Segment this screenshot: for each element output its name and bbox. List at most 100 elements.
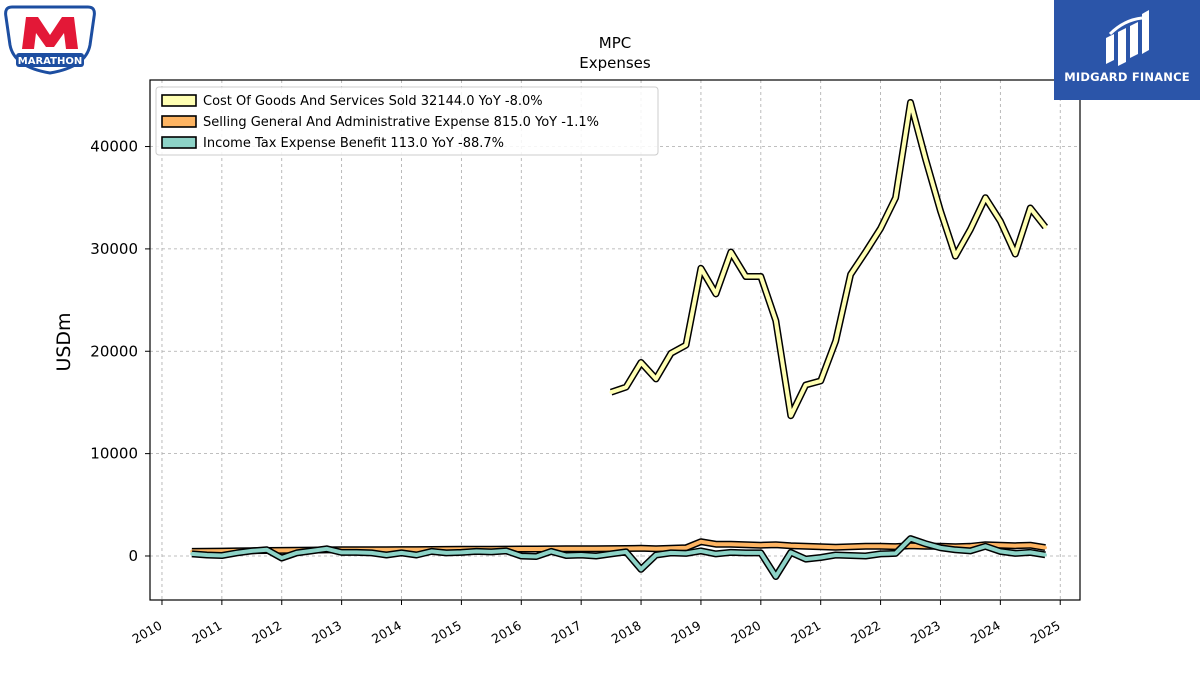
data-point — [669, 551, 673, 555]
data-point — [894, 196, 898, 200]
data-point — [639, 567, 643, 571]
data-point — [834, 339, 838, 343]
chart-subtitle: Expenses — [579, 54, 651, 72]
data-point — [414, 553, 419, 557]
data-point — [953, 548, 958, 552]
data-point — [190, 552, 194, 556]
x-tick-label: 2023 — [908, 618, 943, 647]
y-axis: 0 10000 20000 30000 40000 — [90, 138, 150, 565]
data-point — [684, 551, 688, 556]
y-tick-label: 20000 — [90, 342, 138, 360]
data-point — [744, 543, 748, 547]
data-point — [699, 549, 703, 553]
x-tick-label: 2019 — [668, 618, 703, 647]
data-point — [998, 549, 1003, 554]
data-point — [220, 553, 224, 558]
data-point — [879, 226, 883, 230]
legend-label: Income Tax Expense Benefit 113.0 YoY -88… — [203, 136, 504, 151]
data-point — [594, 554, 598, 558]
x-tick-label: 2012 — [249, 618, 284, 647]
data-point — [908, 544, 913, 548]
x-tick-label: 2025 — [1028, 618, 1063, 647]
data-point — [699, 540, 703, 544]
data-point — [1028, 543, 1032, 547]
data-point — [834, 545, 838, 549]
data-point — [938, 209, 943, 213]
data-point — [938, 546, 943, 550]
y-tick-label: 0 — [128, 547, 138, 565]
x-tick-label: 2022 — [848, 618, 883, 647]
data-point — [983, 544, 988, 548]
data-point — [684, 343, 688, 347]
data-point — [789, 544, 793, 548]
data-point — [968, 549, 973, 553]
data-point — [654, 547, 658, 551]
data-point — [384, 548, 389, 552]
data-point — [699, 266, 703, 270]
chart-title: MPC — [599, 34, 631, 52]
series-line-outline — [191, 535, 1046, 580]
data-point — [564, 553, 568, 558]
data-point — [280, 556, 284, 560]
data-point — [998, 543, 1003, 547]
data-point — [370, 551, 374, 555]
data-point — [399, 551, 404, 555]
x-tick-label: 2024 — [968, 618, 1003, 647]
data-point — [849, 272, 853, 277]
data-point — [789, 550, 793, 555]
data-point — [714, 542, 718, 546]
data-point — [549, 549, 553, 554]
x-tick-label: 2014 — [369, 618, 404, 647]
data-point — [669, 546, 673, 550]
data-point — [624, 385, 628, 389]
data-point — [804, 544, 808, 548]
data-point — [579, 553, 583, 557]
legend: Cost Of Goods And Services Sold 32144.0 … — [155, 86, 659, 156]
data-point — [1013, 544, 1017, 548]
data-point — [205, 553, 209, 557]
data-point — [429, 549, 434, 554]
data-point — [923, 542, 928, 546]
data-point — [654, 377, 658, 381]
data-point — [250, 549, 254, 553]
y-tick-label: 40000 — [90, 138, 138, 156]
legend-label: Selling General And Administrative Expen… — [203, 115, 599, 130]
data-point — [819, 555, 823, 560]
data-point — [564, 547, 568, 551]
data-point — [474, 549, 478, 554]
data-point — [774, 319, 778, 323]
data-point — [1028, 550, 1032, 555]
data-point — [894, 545, 898, 549]
series-layer — [190, 99, 1049, 580]
data-point — [1028, 206, 1032, 210]
data-point — [1013, 551, 1017, 556]
legend-swatch — [161, 115, 197, 128]
data-point — [714, 552, 718, 556]
data-point — [310, 549, 314, 553]
data-point — [325, 547, 329, 551]
data-point — [923, 157, 928, 161]
data-point — [459, 550, 463, 555]
data-point — [908, 537, 913, 541]
y-axis-label: USDm — [53, 312, 75, 371]
y-tick-label: 10000 — [90, 445, 138, 463]
data-point — [849, 553, 853, 558]
data-point — [998, 219, 1003, 223]
data-point — [849, 545, 853, 549]
data-point — [534, 547, 538, 551]
x-tick-label: 2015 — [429, 618, 464, 647]
y-tick-label: 30000 — [90, 240, 138, 258]
series-line-outline — [609, 99, 1049, 420]
data-point — [265, 548, 269, 552]
x-tick-label: 2018 — [609, 618, 644, 647]
data-point — [789, 414, 793, 418]
data-point — [609, 547, 613, 551]
midgard-logo-mark — [1106, 10, 1149, 66]
data-point — [729, 542, 733, 546]
data-point — [594, 547, 598, 551]
x-axis: 2010 2011 2012 2013 2014 2015 2016 2017 2018 2019… — [129, 600, 1063, 647]
data-point — [804, 557, 808, 561]
data-point — [804, 383, 808, 387]
data-point — [669, 351, 673, 355]
data-point — [280, 548, 284, 553]
